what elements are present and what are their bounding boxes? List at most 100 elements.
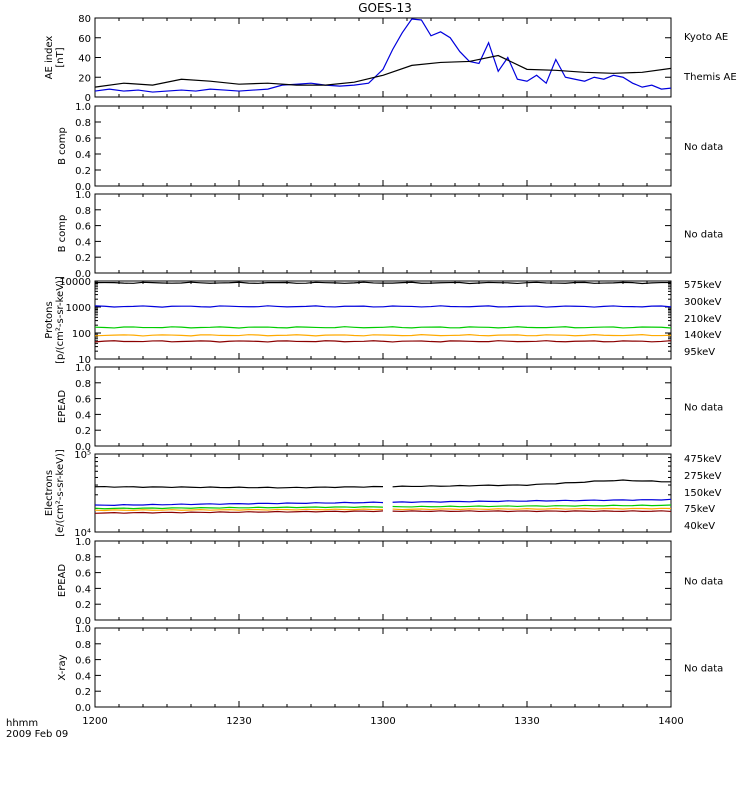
y-tick-label: 0.4 — [75, 410, 91, 421]
y-tick-label: 0.2 — [75, 600, 91, 611]
y-tick-label: 0.8 — [75, 379, 91, 390]
y-tick-label: 80 — [78, 14, 91, 25]
y-axis-label: [p/(cm²-s-sr-keV)] — [55, 276, 66, 364]
y-tick-label: 0 — [85, 93, 91, 104]
y-tick-label: 0.2 — [75, 426, 91, 437]
legend-proton-300keV: 300keV — [684, 297, 722, 308]
y-tick-label: 10⁵ — [74, 450, 91, 461]
no-data-label: No data — [684, 230, 723, 241]
y-tick-label: 1.0 — [75, 363, 91, 374]
series-line-electron-150keV — [94, 506, 384, 510]
x-tick-label: 1230 — [226, 716, 251, 727]
y-tick-label: 0.2 — [75, 253, 91, 264]
y-axis-label: [nT] — [55, 47, 66, 67]
y-tick-label: 100 — [72, 329, 91, 340]
series-line-proton-300keV — [94, 334, 672, 337]
legend-electron-75keV: 75keV — [684, 504, 715, 515]
panel-frame-6 — [94, 540, 672, 621]
time-axis-label: hhmm — [6, 718, 39, 729]
series-line-proton-210keV — [94, 326, 672, 329]
series-line-electron-75keV — [392, 498, 672, 503]
x-tick-label: 1330 — [514, 716, 539, 727]
legend-proton-210keV: 210keV — [684, 314, 722, 325]
panel-frame-2 — [94, 193, 672, 274]
x-tick-label: 1300 — [370, 716, 395, 727]
series-line-themis-ae — [94, 54, 672, 88]
y-tick-label: 10000 — [59, 277, 91, 288]
no-data-label: No data — [684, 403, 723, 414]
y-tick-label: 1.0 — [75, 537, 91, 548]
y-axis-label: Protons — [44, 301, 55, 338]
y-axis-label: B comp — [57, 215, 68, 253]
legend-electron-40keV: 40keV — [684, 521, 715, 532]
series-line-proton-95keV — [94, 281, 672, 285]
legend-electron-475keV: 475keV — [684, 454, 722, 465]
y-tick-label: 0.6 — [75, 395, 91, 406]
series-line-proton-140keV — [94, 305, 672, 308]
y-tick-label: 0.0 — [75, 442, 91, 453]
series-line-electron-40keV — [392, 479, 672, 488]
legend-electron-275keV: 275keV — [684, 471, 722, 482]
panel-frame-0 — [94, 17, 672, 98]
no-data-label: No data — [684, 664, 723, 675]
panel-frame-3 — [94, 280, 672, 360]
y-axis-label: EPEAD — [57, 564, 68, 598]
y-tick-label: 10⁴ — [74, 528, 91, 539]
panel-frame-1 — [94, 105, 672, 187]
y-tick-label: 0.0 — [75, 182, 91, 193]
y-tick-label: 0.0 — [75, 616, 91, 627]
legend-electron-150keV: 150keV — [684, 488, 722, 499]
series-line-electron-475keV — [392, 510, 672, 513]
y-axis-label: Electrons — [44, 470, 55, 516]
legend-kyoto-ae: Kyoto AE — [684, 32, 728, 43]
legend-proton-140keV: 140keV — [684, 330, 722, 341]
panel-frame-4 — [94, 366, 672, 447]
y-tick-label: 0.4 — [75, 671, 91, 682]
panel-frame-7 — [94, 627, 672, 708]
x-tick-label: 1200 — [82, 716, 107, 727]
y-tick-label: 0.4 — [75, 584, 91, 595]
y-tick-label: 0.0 — [75, 269, 91, 280]
series-line-kyoto-ae — [94, 18, 672, 93]
y-axis-label: AE index — [44, 36, 55, 80]
series-line-electron-40keV — [94, 485, 384, 489]
series-line-electron-150keV — [392, 504, 672, 508]
y-tick-label: 0.8 — [75, 553, 91, 564]
y-tick-label: 1.0 — [75, 624, 91, 635]
y-axis-label: [e/(cm²-s-sr-keV)] — [55, 449, 66, 537]
y-tick-label: 0.4 — [75, 150, 91, 161]
series-line-electron-275keV — [392, 507, 672, 511]
series-line-proton-575keV — [94, 340, 672, 343]
no-data-label: No data — [684, 142, 723, 153]
y-tick-label: 20 — [78, 73, 91, 84]
legend-proton-575keV: 575keV — [684, 280, 722, 291]
y-tick-label: 0.2 — [75, 166, 91, 177]
panel-frame-5 — [94, 453, 672, 533]
y-tick-label: 40 — [78, 54, 91, 65]
date-label: 2009 Feb 09 — [6, 729, 69, 740]
y-axis-label: B comp — [57, 127, 68, 165]
legend-themis-ae: Themis AE — [683, 72, 737, 83]
y-tick-label: 1.0 — [75, 190, 91, 201]
series-line-electron-75keV — [94, 501, 384, 506]
chart-title: GOES-13 — [358, 1, 412, 15]
y-tick-label: 0.6 — [75, 222, 91, 233]
y-tick-label: 0.6 — [75, 134, 91, 145]
y-tick-label: 0.2 — [75, 687, 91, 698]
legend-proton-95keV: 95keV — [684, 347, 715, 358]
y-axis-label: X-ray — [57, 654, 68, 680]
y-tick-label: 0.8 — [75, 118, 91, 129]
y-tick-label: 0.8 — [75, 206, 91, 217]
y-tick-label: 0.8 — [75, 640, 91, 651]
y-axis-label: EPEAD — [57, 390, 68, 424]
x-tick-label: 1400 — [658, 716, 683, 727]
y-tick-label: 0.0 — [75, 703, 91, 714]
series-line-electron-475keV — [94, 510, 384, 514]
y-tick-label: 1.0 — [75, 102, 91, 113]
y-tick-label: 0.4 — [75, 237, 91, 248]
y-tick-label: 60 — [78, 34, 91, 45]
series-line-electron-275keV — [94, 508, 384, 512]
y-tick-label: 0.6 — [75, 569, 91, 580]
no-data-label: No data — [684, 577, 723, 588]
